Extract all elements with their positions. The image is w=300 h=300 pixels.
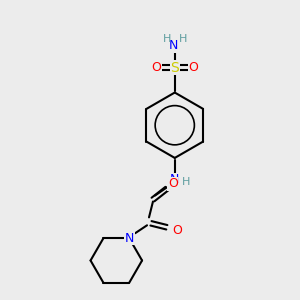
Text: N: N <box>124 232 134 245</box>
Text: H: H <box>163 34 171 44</box>
Text: O: O <box>172 224 182 237</box>
Text: N: N <box>124 232 134 245</box>
Text: N: N <box>170 173 179 186</box>
Text: H: H <box>178 34 187 44</box>
Text: O: O <box>151 61 161 74</box>
Text: N: N <box>169 40 178 52</box>
Text: O: O <box>168 177 178 190</box>
Text: O: O <box>189 61 199 74</box>
Text: H: H <box>182 177 190 187</box>
Text: S: S <box>170 61 179 75</box>
